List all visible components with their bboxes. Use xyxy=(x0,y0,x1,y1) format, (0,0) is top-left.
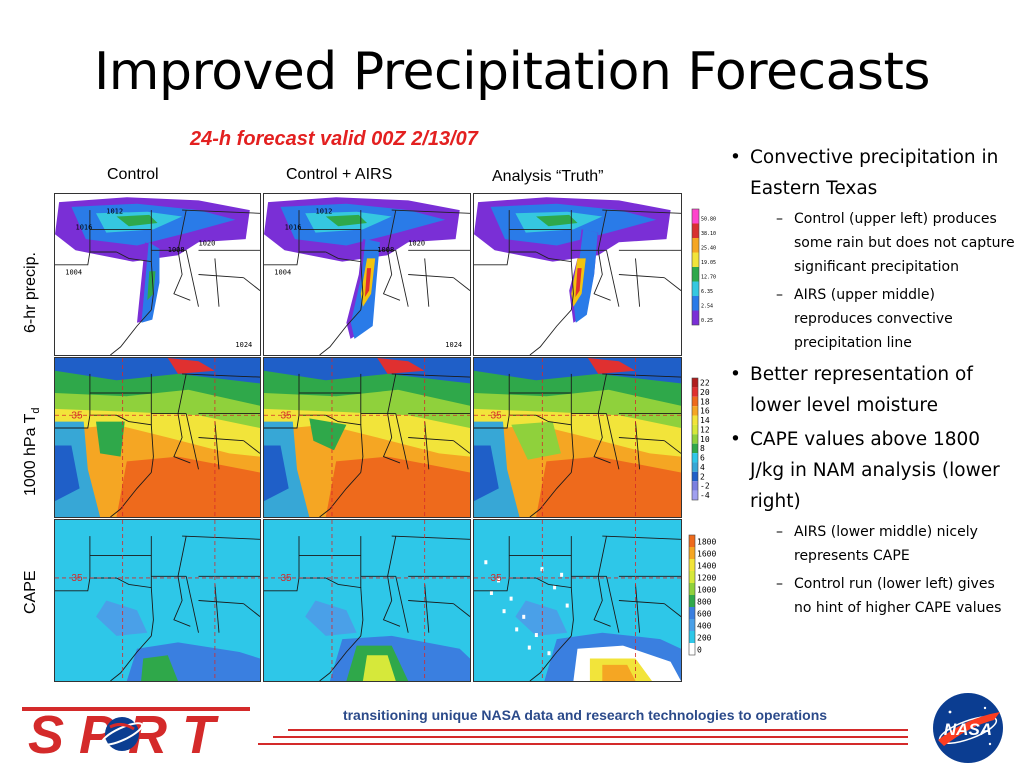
isobar-label: 1016 xyxy=(285,223,302,231)
nasa-logo-text: NASA xyxy=(944,720,992,739)
map-cape-control: 35 xyxy=(54,519,261,682)
column-label-analysis-truth: Analysis “Truth” xyxy=(492,168,604,185)
footer-tagline: transitioning unique NASA data and resea… xyxy=(342,707,828,723)
sport-logo: S P R T xyxy=(22,705,250,761)
isobar-label: 1024 xyxy=(235,341,252,349)
legend-tick-label: 50.80 xyxy=(701,217,716,223)
legend-tick-label: 18 xyxy=(700,397,710,406)
legend-tick-label: 1400 xyxy=(697,562,716,571)
cape-color-legend: 1800 1600 1400 1200 1000 800 600 400 200 0 xyxy=(688,534,716,656)
legend-tick-label: 16 xyxy=(700,407,710,416)
latitude-label: 35 xyxy=(280,410,292,421)
legend-tick-label: -2 xyxy=(700,482,710,491)
legend-tick-label: 1200 xyxy=(697,574,716,583)
sub-bullet-item: Control (upper left) produces some rain … xyxy=(726,207,1016,279)
bullet-item: CAPE values above 1800 J/kg in NAM analy… xyxy=(726,424,1016,517)
legend-tick-label: 8 xyxy=(700,444,705,453)
legend-tick-label: 6 xyxy=(700,454,705,463)
map-dewpoint-control: 35 xyxy=(54,357,261,518)
isobar-label: 1016 xyxy=(76,223,93,231)
latitude-label: 35 xyxy=(491,573,503,584)
column-label-control-airs: Control + AIRS xyxy=(286,166,393,183)
legend-tick-label: 22 xyxy=(700,379,710,388)
legend-tick-label: 10 xyxy=(700,435,710,444)
legend-tick-label: 38.10 xyxy=(701,231,716,237)
legend-tick-label: 6.35 xyxy=(701,289,713,295)
isobar-label: 1012 xyxy=(316,207,333,215)
isobar-label: 1024 xyxy=(445,341,462,349)
legend-tick-label: 19.05 xyxy=(701,260,716,266)
map-dewpoint-analysis: 35 xyxy=(473,357,682,518)
bullet-item: Convective precipitation in Eastern Texa… xyxy=(726,142,1016,204)
bullet-list: Convective precipitation in Eastern Texa… xyxy=(726,142,1016,624)
legend-tick-label: 600 xyxy=(697,610,712,619)
legend-tick-label: 2 xyxy=(700,472,705,481)
map-cape-control-airs: 35 xyxy=(263,519,471,682)
row-label-dewpoint-main: 1000 hPa T xyxy=(22,413,39,496)
legend-tick-label: 2.54 xyxy=(701,304,713,310)
forecast-subtitle: 24-h forecast valid 00Z 2/13/07 xyxy=(190,128,478,150)
map-precip-control: 1016 1012 1008 1004 1020 1024 xyxy=(54,193,261,356)
row-label-dewpoint-sub: d xyxy=(30,407,43,414)
legend-tick-label: 0 xyxy=(697,646,702,655)
sub-bullet-item: Control run (lower left) gives no hint o… xyxy=(726,572,1016,620)
latitude-label: 35 xyxy=(280,573,292,584)
latitude-label: 35 xyxy=(71,410,83,421)
legend-tick-label: 800 xyxy=(697,598,712,607)
nasa-logo: NASA xyxy=(933,693,1003,763)
legend-tick-label: 12.70 xyxy=(701,275,716,281)
legend-tick-label: 12 xyxy=(700,425,710,434)
sub-bullet-item: AIRS (upper middle) reproduces convectiv… xyxy=(726,283,1016,355)
legend-tick-label: 400 xyxy=(697,622,712,631)
row-label-precip: 6-hr precip. xyxy=(22,252,39,333)
legend-tick-label: 1800 xyxy=(697,538,716,547)
latitude-label: 35 xyxy=(491,410,503,421)
isobar-label: 1004 xyxy=(65,269,82,277)
legend-tick-label: 4 xyxy=(700,463,705,472)
map-precip-analysis xyxy=(473,193,682,356)
isobar-label: 1020 xyxy=(199,240,216,248)
row-label-cape: CAPE xyxy=(22,570,39,614)
legend-tick-label: 0.25 xyxy=(701,318,713,324)
slide-title: Improved Precipitation Forecasts xyxy=(93,42,931,102)
isobar-label: 1004 xyxy=(274,269,291,277)
bullet-item: Better representation of lower level moi… xyxy=(726,359,1016,421)
legend-tick-label: 1000 xyxy=(697,586,716,595)
legend-tick-label: 1600 xyxy=(697,550,716,559)
legend-tick-label: 20 xyxy=(700,388,710,397)
column-label-control: Control xyxy=(107,166,159,183)
precip-color-legend: 50.80 38.10 25.40 19.05 12.70 6.35 2.54 0.25 xyxy=(691,208,716,326)
footer-stripes xyxy=(258,729,908,745)
sub-bullet-item: AIRS (lower middle) nicely represents CA… xyxy=(726,520,1016,568)
isobar-label: 1008 xyxy=(377,246,394,254)
isobar-label: 1008 xyxy=(168,246,185,254)
row-label-dewpoint: 1000 hPa Td xyxy=(22,407,42,496)
map-cape-analysis: 35 xyxy=(473,519,682,682)
map-precip-control-airs: 1016 1012 1008 1004 1020 1024 xyxy=(263,193,471,356)
legend-tick-label: 25.40 xyxy=(701,246,716,252)
isobar-label: 1020 xyxy=(408,240,425,248)
map-dewpoint-control-airs: 35 xyxy=(263,357,471,518)
legend-tick-label: 200 xyxy=(697,634,712,643)
latitude-label: 35 xyxy=(71,573,83,584)
legend-tick-label: -4 xyxy=(700,491,710,500)
isobar-label: 1012 xyxy=(106,207,123,215)
legend-tick-label: 14 xyxy=(700,416,710,425)
